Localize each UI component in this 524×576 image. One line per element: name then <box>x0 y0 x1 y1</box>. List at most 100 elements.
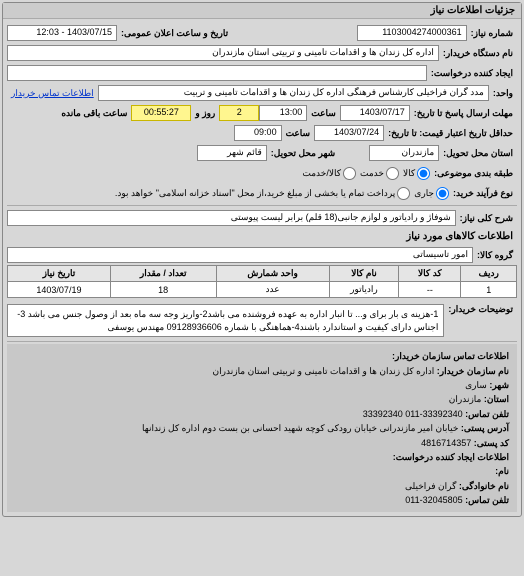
phone-label: تلفن تماس: <box>465 407 509 421</box>
table-header-row: ردیف کد کالا نام کالا واحد شمارش تعداد /… <box>8 266 517 282</box>
process-radio-group: جاری پرداخت تمام یا بخشی از مبلغ خرید،از… <box>115 187 449 200</box>
main-panel: جزئیات اطلاعات نیاز شماره نیاز: 11030042… <box>2 2 522 517</box>
row-creator: ایجاد کننده درخواست: <box>7 63 517 83</box>
th-2: نام کالا <box>329 266 399 282</box>
radio-kala[interactable]: کالا <box>403 167 430 180</box>
td-0-2: رادیاتور <box>329 282 399 298</box>
radio-kala-khadmat-input[interactable] <box>343 167 356 180</box>
creator-label: ایجاد کننده درخواست: <box>427 68 517 79</box>
row-unit: واحد: مدد گران فراخیلی کارشناس فرهنگی اد… <box>7 83 517 103</box>
address-label: آدرس پستی: <box>461 421 509 435</box>
roz-va-label: روز و <box>191 108 219 119</box>
family-value: گران فراخیلی <box>405 479 456 493</box>
radio-khadmat-input[interactable] <box>386 167 399 180</box>
row-process: نوع فرآیند خرید: جاری پرداخت تمام یا بخش… <box>7 183 517 203</box>
radio-payment-label: پرداخت تمام یا بخشی از مبلغ خرید،از محل … <box>115 188 395 199</box>
th-3: واحد شمارش <box>216 266 329 282</box>
divider-1 <box>7 205 517 206</box>
postal-value: 4816714357 <box>421 436 471 450</box>
phone2-label: تلفن تماس: <box>465 493 509 507</box>
deadline-date: 1403/07/17 <box>340 105 410 121</box>
subject-type-label: طبقه بندی موضوعی: <box>430 168 517 179</box>
td-0-3: عدد <box>216 282 329 298</box>
niaz-number-label: شماره نیاز: <box>467 28 517 39</box>
row-main-title: شرح کلی نیاز: شوفاژ و رادیاتور و لوازم ج… <box>7 208 517 228</box>
radio-kala-label: کالا <box>403 168 415 179</box>
credit-date: 1403/07/24 <box>314 125 384 141</box>
org-label: نام سازمان خریدار: <box>437 364 509 378</box>
row-deadline: مهلت ارسال پاسخ تا تاریخ: 1403/07/17 ساع… <box>7 103 517 123</box>
name-label: نام: <box>495 464 509 478</box>
th-1: کد کالا <box>399 266 461 282</box>
province-label: استان: <box>484 392 509 406</box>
process-label: نوع فرآیند خرید: <box>449 188 517 199</box>
td-0-4: 18 <box>110 282 216 298</box>
row-group: گروه کالا: امور تاسیساتی <box>7 245 517 265</box>
radio-kala-khadmat[interactable]: کالا/خدمت <box>302 167 356 180</box>
items-table: ردیف کد کالا نام کالا واحد شمارش تعداد /… <box>7 265 517 298</box>
days-count: 2 <box>219 105 259 121</box>
td-0-1: -- <box>399 282 461 298</box>
row-description: توضیحات خریدار: 1-هزینه ی بار برای و... … <box>7 302 517 339</box>
province-value: مازندران <box>449 392 482 406</box>
credit-time: 09:00 <box>234 125 282 141</box>
td-0-0: 1 <box>461 282 517 298</box>
th-5: تاریخ نیاز <box>8 266 111 282</box>
radio-khadmat[interactable]: خدمت <box>360 167 399 180</box>
group-value: امور تاسیساتی <box>7 247 473 263</box>
panel-title: جزئیات اطلاعات نیاز <box>3 3 521 19</box>
items-section-title: اطلاعات کالاهای مورد نیاز <box>7 228 517 245</box>
radio-kala-khadmat-label: کالا/خدمت <box>302 168 341 179</box>
radio-kala-input[interactable] <box>417 167 430 180</box>
main-title-label: شرح کلی نیاز: <box>456 213 517 224</box>
countdown: 00:55:27 <box>131 105 191 121</box>
radio-jari-input[interactable] <box>436 187 449 200</box>
announce-label: تاریخ و ساعت اعلان عمومی: <box>117 28 232 39</box>
description-text: 1-هزینه ی بار برای و... تا انبار اداره ب… <box>7 304 444 337</box>
org-value: اداره کل زندان ها و اقدامات تامینی و ترب… <box>213 364 435 378</box>
th-0: ردیف <box>461 266 517 282</box>
saat-label-2: ساعت <box>282 128 315 139</box>
row-subject-type: طبقه بندی موضوعی: کالا خدمت کالا/خدمت <box>7 163 517 183</box>
address-value: خیابان امیر مازندرانی خیابان رودکی کوچه … <box>142 421 458 435</box>
radio-payment-input[interactable] <box>397 187 410 200</box>
contact-section-title: اطلاعات تماس سازمان خریدار: <box>392 349 509 363</box>
row-buyer: نام دستگاه خریدار: اداره کل زندان ها و ا… <box>7 43 517 63</box>
family-label: نام خانوادگی: <box>459 479 509 493</box>
phone-value: 011-33392340 33392340 <box>363 407 463 421</box>
city-value: ساری <box>465 378 487 392</box>
credit-label: حداقل تاریخ اعتبار قیمت: تا تاریخ: <box>384 128 517 139</box>
radio-jari[interactable]: جاری <box>414 187 449 200</box>
creator-value <box>7 65 427 81</box>
row-niaz-number: شماره نیاز: 1103004274000361 تاریخ و ساع… <box>7 23 517 43</box>
delivery-province: مازندران <box>369 145 439 161</box>
subject-radio-group: کالا خدمت کالا/خدمت <box>302 167 430 180</box>
row-credit: حداقل تاریخ اعتبار قیمت: تا تاریخ: 1403/… <box>7 123 517 143</box>
contact-link[interactable]: اطلاعات تماس خریدار <box>7 88 98 99</box>
th-4: تعداد / مقدار <box>110 266 216 282</box>
contact-block: اطلاعات تماس سازمان خریدار: نام سازمان خ… <box>7 344 517 512</box>
deadline-time: 13:00 <box>259 105 307 121</box>
city-label: شهر: <box>489 378 509 392</box>
delivery-province-label: استان محل تحویل: <box>439 148 517 159</box>
creator-section-title: اطلاعات ایجاد کننده درخواست: <box>393 450 509 464</box>
remaining-label: ساعت باقی مانده <box>57 108 131 119</box>
radio-khadmat-label: خدمت <box>360 168 384 179</box>
delivery-city: قائم شهر <box>197 145 267 161</box>
deadline-label: مهلت ارسال پاسخ تا تاریخ: <box>410 108 517 119</box>
postal-label: کد پستی: <box>474 436 509 450</box>
radio-payment[interactable]: پرداخت تمام یا بخشی از مبلغ خرید،از محل … <box>115 187 410 200</box>
delivery-city-label: شهر محل تحویل: <box>267 148 339 159</box>
main-title-value: شوفاژ و رادیاتور و لوازم جانبی(18 قلم) ب… <box>7 210 456 226</box>
table-row: 1 -- رادیاتور عدد 18 1403/07/19 <box>8 282 517 298</box>
group-label: گروه کالا: <box>473 250 517 261</box>
unit-value: مدد گران فراخیلی کارشناس فرهنگی اداره کل… <box>98 85 489 101</box>
buyer-label: نام دستگاه خریدار: <box>439 48 517 59</box>
saat-label-1: ساعت <box>307 108 340 119</box>
phone2-value: 011-32045805 <box>405 493 462 507</box>
niaz-number-value: 1103004274000361 <box>357 25 467 41</box>
unit-label: واحد: <box>489 88 517 99</box>
description-label: توضیحات خریدار: <box>444 304 517 315</box>
td-0-5: 1403/07/19 <box>8 282 111 298</box>
announce-value: 1403/07/15 - 12:03 <box>7 25 117 41</box>
